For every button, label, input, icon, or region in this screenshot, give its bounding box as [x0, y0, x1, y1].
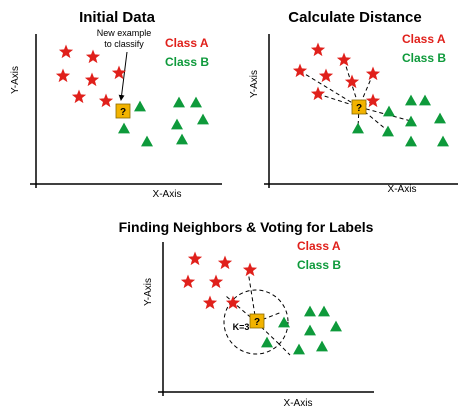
panel-title: Initial Data — [79, 9, 156, 26]
class-b-triangle — [261, 336, 273, 348]
class-b-triangle — [176, 133, 188, 145]
class-b-triangle — [318, 305, 330, 317]
class-a-star — [365, 93, 381, 108]
class-b-triangle — [173, 96, 185, 108]
panel-calculate-distance: Calculate Distance Y-Axis X-Axis Class A… — [249, 9, 458, 195]
class-b-triangle — [278, 316, 290, 328]
class-b-points — [118, 96, 209, 147]
class-a-points — [55, 44, 127, 108]
note-arrow — [118, 51, 128, 101]
distance-line — [255, 311, 283, 323]
class-b-triangle — [171, 118, 183, 130]
class-a-star — [84, 72, 100, 87]
distance-line — [299, 70, 360, 108]
class-a-star — [292, 63, 308, 78]
panel-initial-data: Initial Data Y-Axis X-Axis Class A Class… — [10, 9, 222, 200]
class-a-points — [180, 251, 258, 310]
class-a-star — [71, 89, 87, 104]
class-b-triangle — [434, 112, 446, 124]
class-a-star — [336, 52, 352, 67]
note-line-1: New example — [97, 28, 152, 38]
class-a-star — [111, 65, 127, 80]
class-b-triangle — [352, 122, 364, 134]
class-b-triangle — [405, 115, 417, 127]
x-axis-label: X-Axis — [153, 189, 182, 200]
class-a-star — [217, 255, 233, 270]
class-b-triangle — [330, 320, 342, 332]
class-a-star — [180, 274, 196, 289]
class-a-star — [318, 68, 334, 83]
legend-class-a: Class A — [297, 239, 341, 253]
unknown-label: ? — [254, 317, 260, 328]
class-b-points — [352, 94, 449, 147]
class-a-star — [310, 42, 326, 57]
class-a-star — [85, 49, 101, 64]
legend-class-b: Class B — [165, 55, 209, 69]
class-b-triangle — [134, 100, 146, 112]
class-b-triangle — [197, 113, 209, 125]
class-b-triangle — [304, 324, 316, 336]
class-b-triangle — [437, 135, 449, 147]
class-b-triangle — [383, 105, 395, 117]
unknown-point: ? — [351, 99, 367, 115]
class-b-triangle — [293, 343, 305, 355]
class-a-star — [310, 86, 326, 101]
unknown-label: ? — [356, 103, 362, 114]
legend-class-a: Class A — [402, 32, 446, 46]
k-neighborhood-circle — [223, 289, 289, 355]
class-b-points — [261, 305, 342, 355]
class-a-star — [208, 274, 224, 289]
class-a-star — [98, 93, 114, 108]
panel-title: Calculate Distance — [288, 9, 421, 26]
distance-line — [255, 321, 279, 344]
y-axis-label: Y-Axis — [249, 70, 260, 98]
y-axis-label: Y-Axis — [143, 278, 154, 306]
class-b-triangle — [382, 125, 394, 137]
unknown-marker — [249, 313, 265, 329]
class-b-triangle — [419, 94, 431, 106]
distance-lines — [225, 270, 291, 356]
panel-finding-neighbors: Finding Neighbors & Voting for Labels Y-… — [119, 219, 374, 409]
class-a-star — [55, 68, 71, 83]
class-b-triangle — [405, 135, 417, 147]
class-a-star — [58, 44, 74, 59]
note-line-2: to classify — [104, 39, 144, 49]
class-a-star — [365, 66, 381, 81]
class-a-star — [242, 262, 258, 277]
distance-line — [358, 106, 389, 132]
k-label: K=3 — [233, 322, 250, 332]
panel-title: Finding Neighbors & Voting for Labels — [119, 219, 374, 235]
y-axis-label: Y-Axis — [10, 66, 21, 94]
unknown-marker — [115, 103, 131, 119]
class-a-star — [225, 295, 241, 310]
legend-class-b: Class B — [402, 51, 446, 65]
class-a-points — [292, 42, 381, 108]
unknown-marker — [351, 99, 367, 115]
class-b-triangle — [316, 340, 328, 352]
unknown-point: ? — [115, 103, 131, 119]
class-b-triangle — [304, 305, 316, 317]
class-b-triangle — [405, 94, 417, 106]
class-b-triangle — [118, 122, 130, 134]
distance-line — [277, 342, 291, 356]
class-a-star — [202, 295, 218, 310]
x-axis-label: X-Axis — [284, 398, 313, 409]
legend-class-a: Class A — [165, 36, 209, 50]
legend-class-b: Class B — [297, 258, 341, 272]
class-b-triangle — [190, 96, 202, 108]
unknown-label: ? — [120, 107, 126, 118]
class-a-star — [187, 251, 203, 266]
distance-line — [358, 106, 412, 122]
class-b-triangle — [141, 135, 153, 147]
unknown-point: ? — [249, 313, 265, 329]
class-a-star — [344, 74, 360, 89]
distance-line — [247, 270, 257, 323]
x-axis-label: X-Axis — [388, 184, 417, 195]
